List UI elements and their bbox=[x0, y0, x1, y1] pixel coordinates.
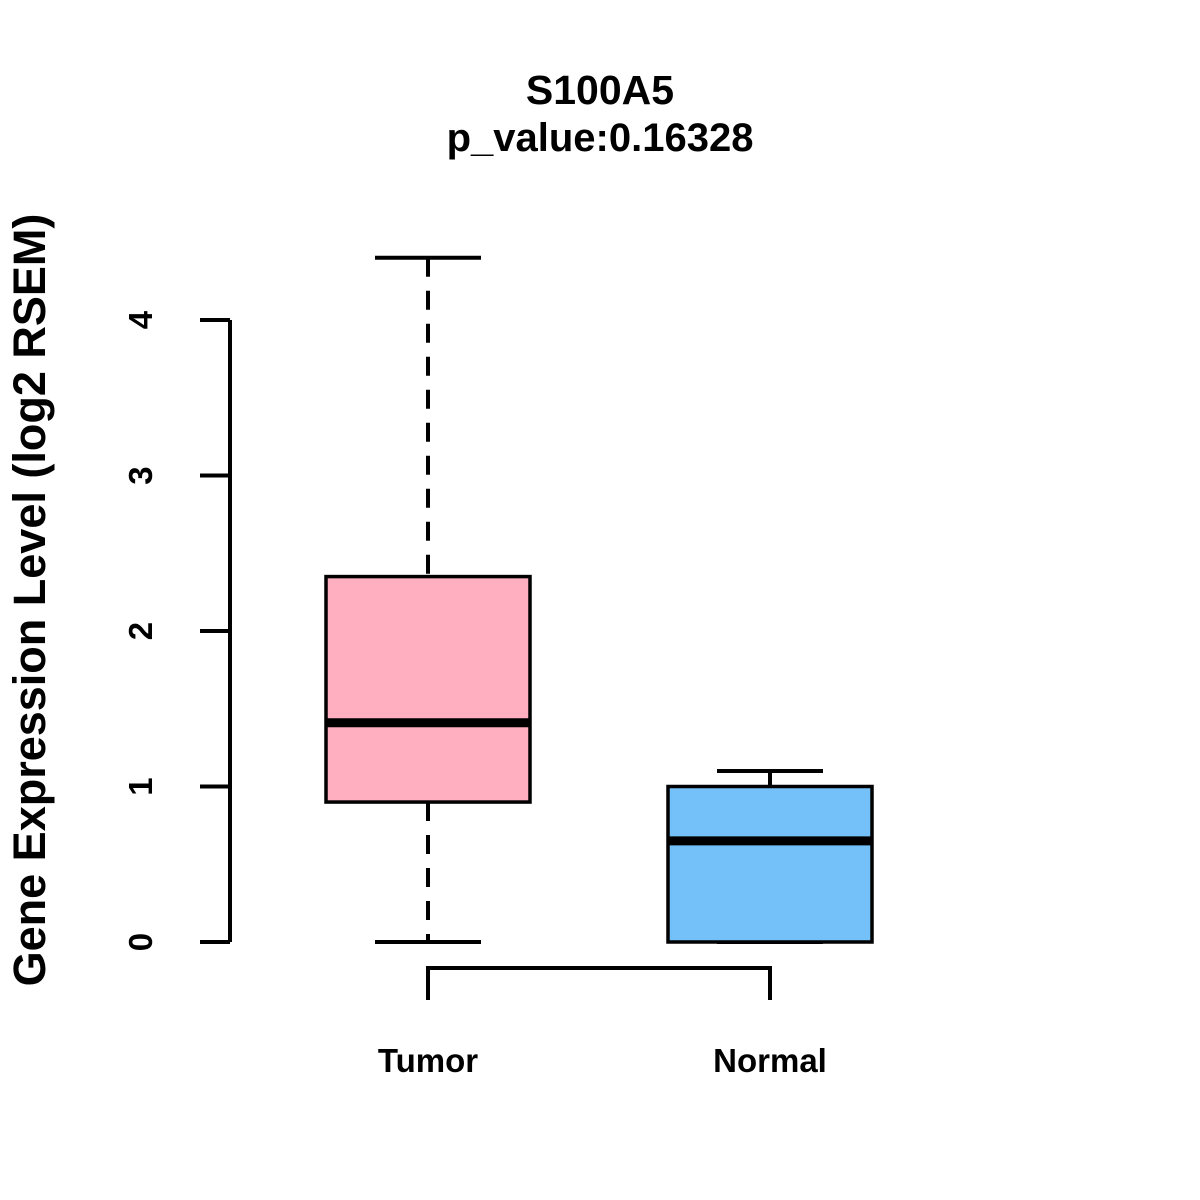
x-label-tumor: Tumor bbox=[378, 1042, 478, 1079]
x-label-normal: Normal bbox=[713, 1042, 827, 1079]
chart-title: S100A5 bbox=[525, 67, 675, 113]
y-axis-tick-label: 4 bbox=[122, 310, 159, 329]
y-axis-label: Gene Expression Level (log2 RSEM) bbox=[4, 214, 55, 987]
chart-title-block: S100A5 p_value:0.16328 bbox=[0, 66, 1200, 162]
y-axis-tick-label: 1 bbox=[122, 777, 159, 795]
y-axis-tick-label: 2 bbox=[122, 622, 159, 640]
y-axis-tick-label: 0 bbox=[122, 933, 159, 951]
chart-subtitle: p_value:0.16328 bbox=[446, 116, 754, 160]
y-axis-tick-label: 3 bbox=[122, 466, 159, 484]
boxplot-normal-box bbox=[666, 784, 874, 944]
chart-content: 0 1 2 3 4 bbox=[122, 255, 874, 951]
comparison-bracket bbox=[426, 966, 772, 1000]
boxplot-tumor-box bbox=[324, 574, 532, 804]
